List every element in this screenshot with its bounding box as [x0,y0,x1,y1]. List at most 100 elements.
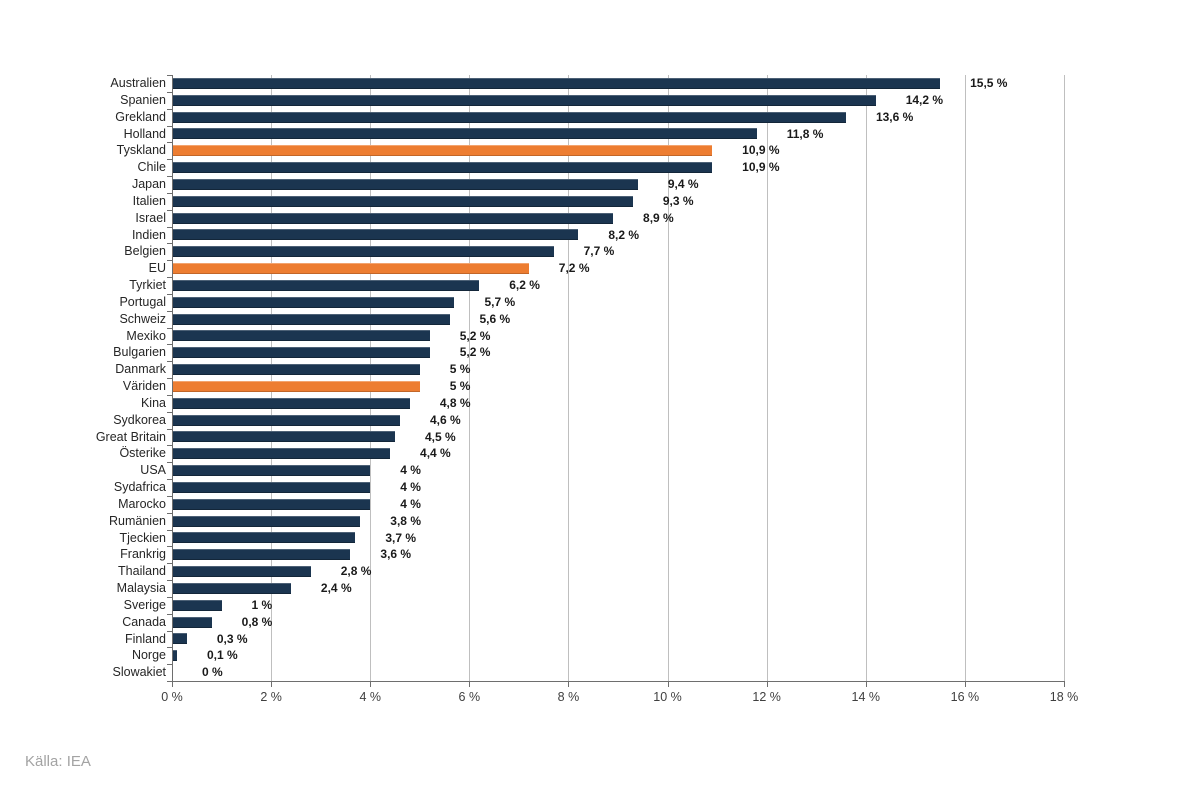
y-axis-tick [167,563,172,565]
value-label: 9,3 % [662,193,694,208]
bar-row: Thailand 2,8 % [0,563,1200,580]
y-axis-tick [167,209,172,211]
y-axis-tick [167,293,172,295]
value-label: 11,8 % [786,126,824,141]
value-label: 1 % [251,597,273,612]
y-axis-tick [167,226,172,228]
x-axis-tick-label: 16 % [950,690,980,704]
value-label: 4 % [400,480,421,494]
value-label: 5 % [449,362,471,377]
category-label: Sydafrica [113,480,166,494]
category-label: Sydkorea [113,412,166,427]
bar-row: Österike 4,4 % [0,445,1200,462]
source-caption: Källa: IEA [25,753,91,770]
bar-highlighted [172,145,713,157]
category-label: Mexiko [126,328,166,343]
bar [172,616,212,628]
gridline [865,75,867,681]
category-label: Österike [119,446,166,461]
x-axis-tick [370,681,372,687]
category-label: Thailand [118,564,166,579]
bar [172,229,579,241]
category-label: Bulgarien [113,345,166,360]
y-axis-tick [167,243,172,245]
value-label: 5,7 % [484,294,516,309]
bar [172,566,311,578]
y-axis-tick [167,277,172,278]
bar [172,178,638,190]
x-axis-tick [964,681,966,687]
value-label: 7,2 % [558,261,590,276]
category-label: Portugal [119,294,166,309]
x-axis-tick [1064,681,1065,687]
value-label: 4,5 % [425,429,456,444]
gridline [667,75,669,681]
category-label: Great Britain [95,429,166,444]
y-axis-tick [167,580,172,581]
category-label: Tyrkiet [129,278,166,292]
category-label: Tyskland [116,143,166,158]
value-label: 13,6 % [875,109,914,124]
bar-row: Australien 15,5 % [0,75,1200,92]
x-axis-tick-label: 18 % [1049,690,1079,704]
bar-row: Norge 0,1 % [0,647,1200,664]
x-axis-tick-label: 2 % [260,690,282,704]
value-label: 15,5 % [970,76,1008,90]
bar [172,212,614,224]
value-label: 4,6 % [429,412,461,427]
y-axis-tick [167,378,172,379]
x-axis-tick [568,681,570,687]
bar-row: Indien 8,2 % [0,227,1200,244]
bar [172,582,291,594]
bar [172,633,187,645]
y-axis-tick [167,394,172,396]
value-label: 10,9 % [742,143,780,158]
x-axis-tick-label: 12 % [752,690,781,704]
category-label: Danmark [115,362,166,377]
bar-row: Danmark 5 % [0,361,1200,378]
category-label: Malaysia [116,581,166,595]
category-label: Belgien [124,244,166,259]
bar [172,498,371,510]
y-axis-tick [167,310,172,312]
bar-row: Rumänien 3,8 % [0,513,1200,530]
bar [172,128,757,140]
value-label: 10,9 % [742,160,780,175]
bar-row: Sydkorea 4,6 % [0,412,1200,429]
bar [172,515,361,527]
category-label: Frankrig [120,547,166,562]
bar [172,313,450,325]
bar-row: EU 7,2 % [0,260,1200,277]
category-label: Indien [131,227,166,242]
y-axis-tick [167,260,172,262]
value-label: 8,2 % [608,227,640,242]
bar [172,650,177,662]
y-axis-tick [167,91,172,93]
y-axis-tick [167,108,172,110]
value-label: 4,4 % [420,446,451,461]
category-label: Sverige [123,597,166,612]
bar [172,330,430,342]
x-axis-tick-label: 0 % [161,690,183,704]
category-label: Marocko [118,496,166,511]
y-axis-tick [167,529,172,531]
bar [172,549,351,561]
gridline [271,75,273,681]
y-axis-tick [167,411,172,413]
bar-row: Slowakiet 0 % [0,664,1200,681]
value-label: 14,2 % [905,92,944,107]
y-axis-tick [167,75,172,76]
bar [172,246,554,258]
value-label: 4 % [400,496,421,511]
bar-row: Portugal 5,7 % [0,294,1200,311]
bar [172,279,480,291]
category-label: Finland [125,631,166,646]
gridline [568,75,570,681]
value-label: 8,9 % [643,210,674,225]
x-axis-line [172,681,1065,682]
bar-row: USA 4 % [0,462,1200,479]
category-label: Kina [140,395,166,410]
x-axis-tick [766,681,768,687]
bar-row: Chile 10,9 % [0,159,1200,176]
bar [172,111,846,123]
